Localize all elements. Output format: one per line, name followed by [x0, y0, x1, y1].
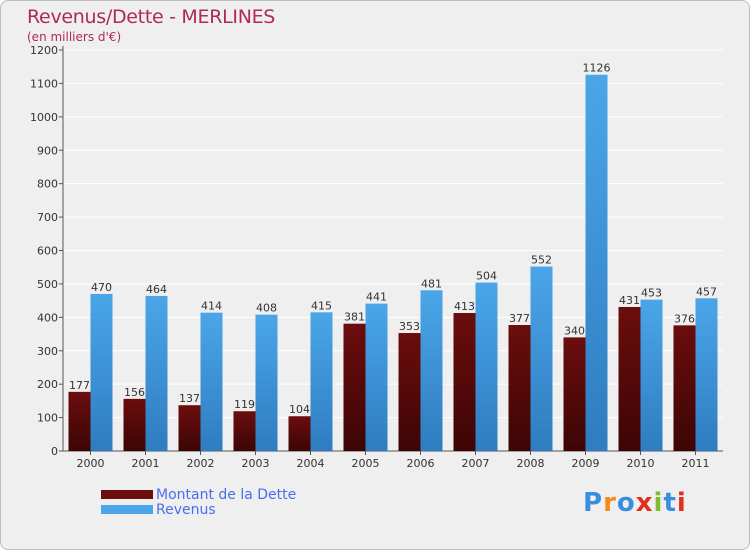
- bar-revenus: [420, 290, 443, 451]
- data-label: 470: [91, 281, 112, 294]
- data-label: 552: [531, 254, 552, 267]
- bar-revenus: [90, 293, 113, 451]
- bar-dette: [398, 333, 421, 451]
- logo-letter: r: [603, 488, 617, 518]
- x-tick-label: 2011: [682, 457, 710, 470]
- legend-item-revenus: Revenus: [101, 501, 296, 518]
- legend-label-revenus: Revenus: [156, 501, 216, 518]
- x-tick-label: 2008: [517, 457, 545, 470]
- bar-dette: [68, 391, 91, 451]
- logo-letter: t: [663, 488, 677, 518]
- logo-letter: x: [635, 488, 654, 518]
- bar-dette: [673, 325, 696, 451]
- bar-revenus: [695, 298, 718, 451]
- data-label: 381: [344, 311, 365, 324]
- data-label: 431: [619, 294, 640, 307]
- data-label: 457: [696, 285, 717, 298]
- bar-revenus: [145, 295, 168, 451]
- bar-revenus: [255, 314, 278, 451]
- data-label: 340: [564, 324, 585, 337]
- chart-title: Revenus/Dette - MERLINES: [27, 6, 276, 28]
- legend-label-dette: Montant de la Dette: [156, 486, 297, 503]
- data-label: 408: [256, 302, 277, 315]
- legend-item-dette: Montant de la Dette: [101, 486, 297, 503]
- data-label: 415: [311, 299, 332, 312]
- x-tick-label: 2010: [627, 457, 655, 470]
- bar-dette: [288, 416, 311, 451]
- bar-dette: [618, 306, 641, 451]
- data-label: 504: [476, 270, 497, 283]
- data-label: 414: [201, 300, 222, 313]
- x-tick-label: 2003: [242, 457, 270, 470]
- bar-revenus: [585, 74, 608, 451]
- data-label: 104: [289, 403, 310, 416]
- bar-revenus: [475, 282, 498, 451]
- bars: [68, 74, 718, 451]
- x-tick-label: 2004: [297, 457, 325, 470]
- data-label: 119: [234, 398, 255, 411]
- y-tick-label: 600: [37, 245, 58, 258]
- x-tick-label: 2001: [132, 457, 160, 470]
- y-tick-label: 500: [37, 278, 58, 291]
- bar-dette: [453, 312, 476, 451]
- data-label: 177: [69, 379, 90, 392]
- logo-letter: P: [583, 488, 604, 518]
- y-tick-label: 0: [51, 445, 58, 458]
- x-tick-label: 2007: [462, 457, 490, 470]
- bar-dette: [233, 411, 256, 451]
- bar-revenus: [200, 312, 223, 451]
- y-tick-label: 700: [37, 211, 58, 224]
- bar-revenus: [365, 303, 388, 451]
- proxiti-logo: Proxiti: [583, 488, 687, 518]
- logo-letter: o: [616, 488, 636, 518]
- data-label: 481: [421, 277, 442, 290]
- y-tick-label: 900: [37, 144, 58, 157]
- data-label: 453: [641, 287, 662, 300]
- data-label: 413: [454, 300, 475, 313]
- axes: 0 100 200 300 400 500 600 700 800 900 1000 1100 1200…: [30, 44, 723, 470]
- data-label: 376: [674, 312, 695, 325]
- gridlines: [63, 49, 723, 452]
- legend-swatch-revenus: [101, 505, 153, 514]
- y-tick-label: 800: [37, 178, 58, 191]
- y-tick-label: 1200: [30, 44, 58, 57]
- y-tick-label: 300: [37, 345, 58, 358]
- y-tick-label: 1100: [30, 77, 58, 90]
- data-label: 353: [399, 320, 420, 333]
- y-tick-label: 200: [37, 378, 58, 391]
- bar-dette: [343, 323, 366, 451]
- logo-letter: i: [653, 488, 664, 518]
- y-tick-label: 400: [37, 311, 58, 324]
- x-tick-label: 2009: [572, 457, 600, 470]
- bar-dette: [123, 398, 146, 451]
- bar-dette: [563, 337, 586, 451]
- data-label: 137: [179, 392, 200, 405]
- bar-revenus: [530, 266, 553, 451]
- data-label: 464: [146, 283, 167, 296]
- bar-revenus: [310, 312, 333, 451]
- y-tick-label: 100: [37, 412, 58, 425]
- x-tick-label: 2000: [77, 457, 105, 470]
- data-label: 1126: [583, 62, 611, 75]
- x-tick-label: 2005: [352, 457, 380, 470]
- bar-dette: [178, 405, 201, 451]
- legend-swatch-dette: [101, 490, 153, 499]
- data-label: 441: [366, 291, 387, 304]
- x-tick-label: 2002: [187, 457, 215, 470]
- legend: Montant de la Dette Revenus: [101, 486, 297, 518]
- data-label: 156: [124, 386, 145, 399]
- bar-revenus: [640, 299, 663, 451]
- chart-subtitle: (en milliers d'€): [27, 30, 122, 44]
- y-tick-label: 1000: [30, 111, 58, 124]
- x-tick-label: 2006: [407, 457, 435, 470]
- data-label: 377: [509, 312, 530, 325]
- logo-letter: i: [676, 488, 687, 518]
- bar-dette: [508, 325, 531, 451]
